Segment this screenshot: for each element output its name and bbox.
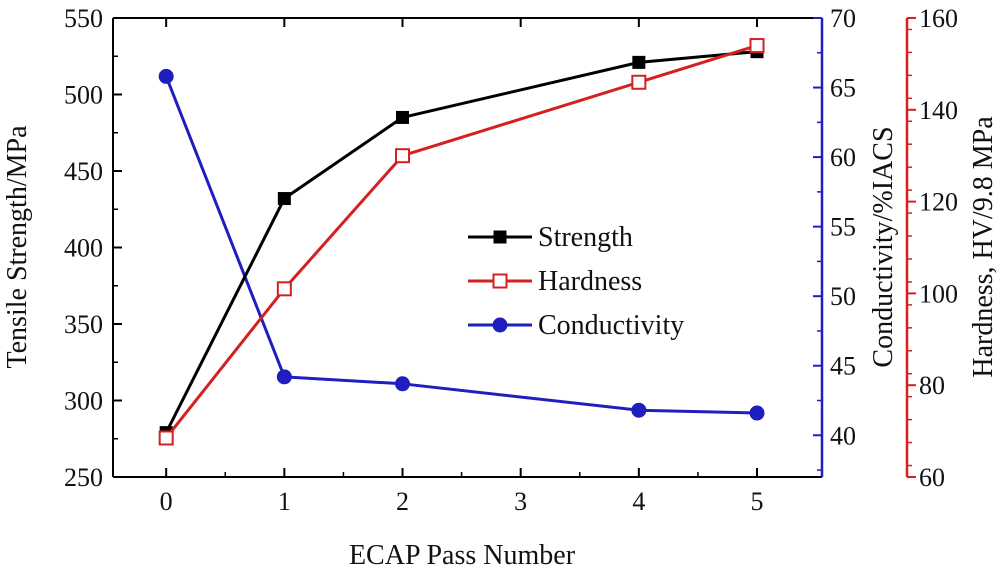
- left-tick-label: 350: [64, 310, 103, 339]
- left-tick-label: 450: [64, 157, 103, 186]
- conductivity-point: [158, 68, 174, 84]
- strength-point: [396, 110, 410, 124]
- x-tick-label: 0: [160, 487, 173, 516]
- conductivity-point: [395, 376, 411, 392]
- left-tick-label: 500: [64, 81, 103, 110]
- conductivity-point: [276, 369, 292, 385]
- x-axis-title: ECAP Pass Number: [349, 540, 576, 571]
- conductivity-series: [158, 68, 765, 421]
- conductivity-point: [749, 405, 765, 421]
- conductivity-axis-title: Conductivity/%IACS: [868, 126, 899, 367]
- legend-conductivity-label: Conductivity: [538, 310, 684, 341]
- hardness-point: [158, 430, 174, 446]
- legend-hardness-swatch-marker: [492, 273, 508, 289]
- hardness-tick-label: 100: [919, 279, 958, 308]
- conductivity-tick-label: 60: [830, 143, 856, 172]
- conductivity-tick-label: 45: [830, 352, 856, 381]
- hardness-point: [395, 148, 411, 164]
- hardness-tick-label: 140: [919, 96, 958, 125]
- x-tick-label: 2: [396, 487, 409, 516]
- conductivity-tick-label: 40: [830, 421, 856, 450]
- strength-line: [164, 50, 758, 434]
- conductivity-tick-label: 65: [830, 74, 856, 103]
- hardness-tick-label: 60: [919, 463, 945, 492]
- hardness-axis-title: Hardness, HV/9.8 MPa: [968, 116, 999, 378]
- conductivity-line: [164, 75, 758, 415]
- left-tick-label: 400: [64, 234, 103, 263]
- hardness-tick-label: 160: [919, 4, 958, 33]
- x-tick-label: 4: [632, 487, 645, 516]
- strength-series: [159, 45, 764, 440]
- x-tick-label: 3: [514, 487, 527, 516]
- hardness-series: [158, 38, 765, 446]
- hardness-tick-label: 80: [919, 371, 945, 400]
- x-tick-label: 5: [751, 487, 764, 516]
- legend-strength-swatch-marker: [493, 230, 507, 244]
- legend-hardness-label: Hardness: [538, 266, 642, 297]
- left-tick-label: 550: [64, 4, 103, 33]
- hardness-tick-label: 120: [919, 188, 958, 217]
- strength-point: [632, 55, 646, 69]
- hardness-point: [631, 74, 647, 90]
- axes-layer: 0 1 2 3 4 52503003504004505005504045505560657…: [64, 4, 958, 516]
- hardness-point: [749, 38, 765, 54]
- hardness-point: [276, 281, 292, 297]
- left-tick-label: 250: [64, 463, 103, 492]
- x-tick-label: 1: [278, 487, 291, 516]
- conductivity-tick-label: 70: [830, 4, 856, 33]
- conductivity-point: [631, 402, 647, 418]
- conductivity-tick-label: 55: [830, 213, 856, 242]
- legend-strength-label: Strength: [538, 222, 633, 253]
- left-tick-label: 300: [64, 387, 103, 416]
- legend-conductivity-swatch-marker: [492, 317, 508, 333]
- left-axis-title: Tensile Strength/MPa: [2, 125, 33, 369]
- legend: Strength Hardness Conductivity: [468, 222, 684, 341]
- conductivity-tick-label: 50: [830, 282, 856, 311]
- series-layer: [158, 38, 765, 446]
- strength-point: [277, 192, 291, 206]
